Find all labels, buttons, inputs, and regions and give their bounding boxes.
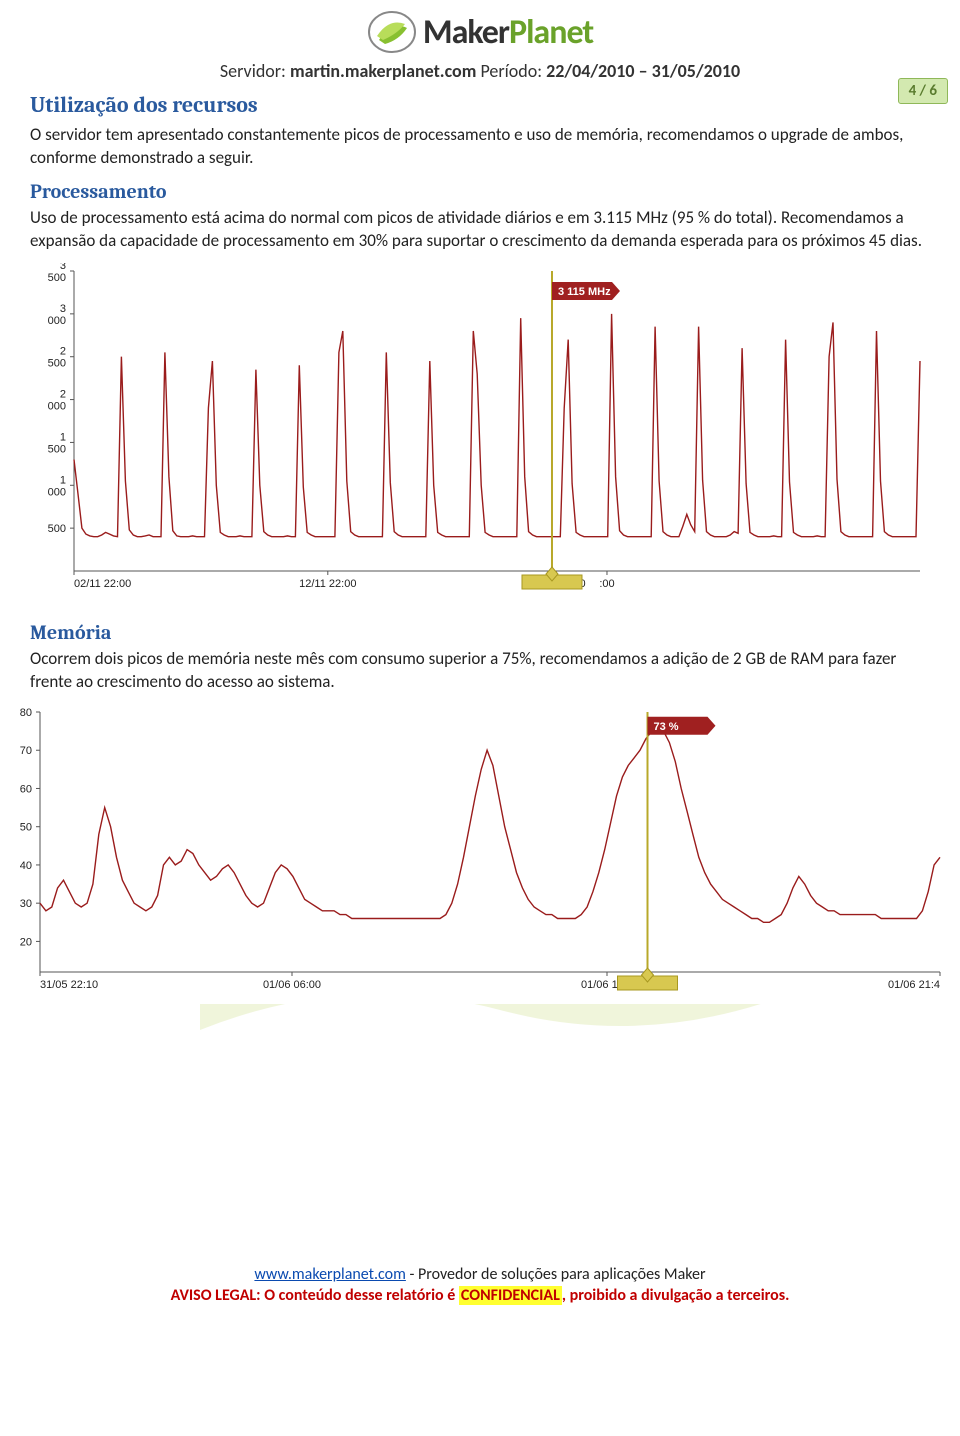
chart-cpu: 50010001500200025003000350002/11 22:0012…: [30, 263, 930, 603]
section-title-resources: Utilização dos recursos: [30, 92, 930, 118]
logo-text: MakerPlanet: [423, 12, 593, 53]
footer-link-after: - Provedor de soluções para aplicações M…: [406, 1265, 706, 1284]
footer-legal-hl: CONFIDENCIAL: [459, 1286, 562, 1305]
section-title-processing: Processamento: [30, 180, 930, 203]
svg-text:73 %: 73 %: [654, 720, 679, 732]
svg-text:20: 20: [20, 936, 32, 948]
svg-text:12/11 22:00: 12/11 22:00: [299, 578, 356, 590]
logo-text-dark: Maker: [423, 12, 509, 53]
svg-text:000: 000: [48, 486, 66, 498]
svg-text:000: 000: [48, 400, 66, 412]
svg-text:500: 500: [48, 272, 66, 284]
svg-text:70: 70: [20, 745, 32, 757]
svg-text:1: 1: [60, 431, 66, 443]
svg-text:500: 500: [48, 443, 66, 455]
svg-text:000: 000: [48, 315, 66, 327]
svg-text:01/06 06:00: 01/06 06:00: [263, 979, 321, 991]
svg-text:50: 50: [20, 821, 32, 833]
svg-text:60: 60: [20, 783, 32, 795]
server-label: Servidor:: [220, 60, 290, 82]
svg-text:2: 2: [60, 388, 66, 400]
footer-link[interactable]: www.makerplanet.com: [254, 1265, 405, 1284]
section-text-memory: Ocorrem dois picos de memória neste mês …: [30, 648, 930, 694]
period-label: Período:: [476, 60, 546, 82]
svg-text:1: 1: [60, 474, 66, 486]
svg-text:3: 3: [60, 263, 66, 272]
footer: www.makerplanet.com - Provedor de soluçõ…: [30, 1264, 930, 1329]
footer-legal-end: [30, 1307, 930, 1329]
svg-text::00: :00: [599, 578, 614, 590]
section-title-memory: Memória: [30, 621, 930, 644]
chart-cpu-svg: 50010001500200025003000350002/11 22:0012…: [30, 263, 930, 603]
server-name: martin.makerplanet.com: [290, 60, 476, 82]
svg-text:3 115 MHz: 3 115 MHz: [558, 286, 611, 298]
section-text-processing: Uso de processamento está acima do norma…: [30, 207, 930, 253]
section-text-resources: O servidor tem apresentado constantement…: [30, 124, 930, 170]
svg-text:01/06 21:4: 01/06 21:4: [888, 979, 940, 991]
chart-memory: 20 30 40 50 60 70 80 31/05 22:10 01/06 06:00 01/0…: [10, 704, 950, 1004]
server-info: Servidor: martin.makerplanet.com Período…: [30, 60, 930, 82]
svg-text:2: 2: [60, 345, 66, 357]
logo-text-green: Planet: [509, 12, 593, 53]
period-value: 22/04/2010 – 31/05/2010: [546, 60, 740, 82]
svg-text:30: 30: [20, 898, 32, 910]
page-number-badge: 4 / 6: [898, 78, 948, 104]
svg-text:500: 500: [48, 357, 66, 369]
svg-text:02/11 22:00: 02/11 22:00: [74, 578, 131, 590]
footer-legal-pre: AVISO LEGAL: O conteúdo desse relatório …: [171, 1286, 459, 1305]
logo-mark-icon: [367, 10, 417, 54]
chart-memory-svg: 20 30 40 50 60 70 80 31/05 22:10 01/06 06:00 01/0…: [10, 704, 950, 1004]
svg-text:500: 500: [48, 523, 66, 535]
svg-text:31/05 22:10: 31/05 22:10: [40, 979, 98, 991]
svg-text:80: 80: [20, 707, 32, 719]
footer-legal-post: , proibido a divulgação a terceiros.: [562, 1286, 790, 1305]
header: MakerPlanet Servidor: martin.makerplanet…: [30, 10, 930, 82]
svg-text:3: 3: [60, 303, 66, 315]
svg-text:40: 40: [20, 860, 32, 872]
